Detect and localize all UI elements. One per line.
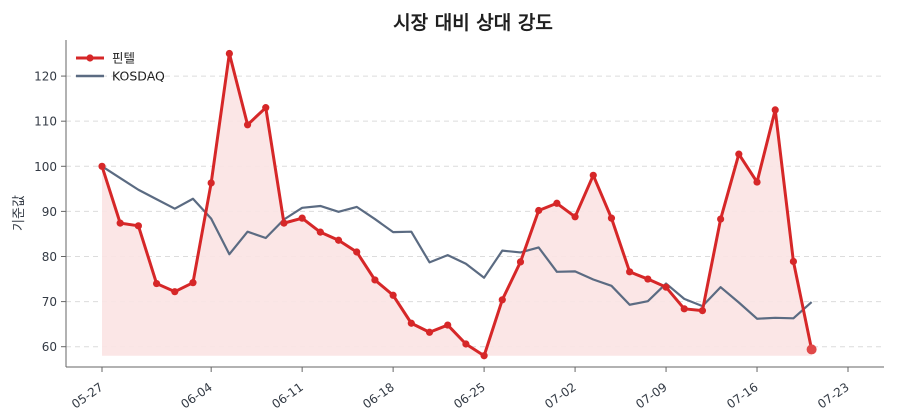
pintel-point-8 xyxy=(243,121,252,129)
pintel-point-32 xyxy=(680,305,688,313)
x-tick-label-07-23: 07-23 xyxy=(815,380,852,411)
x-ticks: 05-27 06-04 06-11 06-18 06-25 07-02 07-09 07-16… xyxy=(69,367,852,411)
legend-label-kosdaq: KOSDAQ xyxy=(112,69,165,84)
pintel-point-21 xyxy=(480,352,488,360)
pintel-point-5 xyxy=(189,279,197,287)
pintel-fill-area xyxy=(102,53,812,356)
legend-marker-pintel xyxy=(86,54,94,62)
pintel-point-23 xyxy=(516,258,525,266)
x-tick-label-07-02: 07-02 xyxy=(542,380,579,411)
pintel-point-33 xyxy=(698,307,707,315)
pintel-point-9 xyxy=(262,104,270,112)
pintel-point-29 xyxy=(626,268,634,276)
pintel-point-11 xyxy=(298,214,306,222)
pintel-point-7 xyxy=(225,49,233,58)
y-tick-label-110: 110 xyxy=(34,115,57,129)
pintel-point-17 xyxy=(407,319,415,327)
pintel-point-28 xyxy=(607,214,616,222)
pintel-point-36 xyxy=(753,178,761,186)
pintel-point-27 xyxy=(589,171,597,179)
pintel-point-13 xyxy=(334,236,343,244)
pintel-point-38 xyxy=(789,257,798,266)
axes xyxy=(65,40,884,368)
y-tick-label-80: 80 xyxy=(42,250,57,264)
pintel-point-30 xyxy=(644,275,652,283)
x-tick-label-06-25: 06-25 xyxy=(451,380,488,411)
pintel-point-10 xyxy=(280,219,288,227)
y-tick-label-120: 120 xyxy=(34,70,57,84)
series-lines xyxy=(98,49,817,360)
pintel-point-37 xyxy=(771,106,779,114)
pintel-point-39 xyxy=(806,344,817,355)
pintel-point-4 xyxy=(171,288,179,296)
y-ticks: 60 70 80 90 100 110 120 xyxy=(34,70,66,354)
legend: 핀텔 KOSDAQ xyxy=(76,51,165,84)
pintel-point-24 xyxy=(535,206,543,215)
x-tick-label-06-11: 06-11 xyxy=(269,380,306,411)
pintel-point-22 xyxy=(498,296,506,304)
series-line-kosdaq xyxy=(101,165,813,320)
pintel-point-31 xyxy=(662,283,670,291)
pintel-point-15 xyxy=(371,276,379,284)
x-tick-label-06-18: 06-18 xyxy=(360,380,397,411)
pintel-point-14 xyxy=(353,248,361,256)
series-fill-area xyxy=(102,53,812,356)
pintel-point-16 xyxy=(389,291,397,299)
pintel-point-25 xyxy=(553,199,561,207)
pintel-point-6 xyxy=(207,179,215,187)
pintel-point-34 xyxy=(717,215,725,223)
y-tick-label-100: 100 xyxy=(34,160,57,174)
pintel-point-12 xyxy=(316,228,324,236)
x-tick-label-07-09: 07-09 xyxy=(633,380,670,411)
pintel-point-0 xyxy=(98,162,106,170)
pintel-point-2 xyxy=(134,222,142,230)
x-tick-label-07-16: 07-16 xyxy=(724,380,761,411)
y-tick-label-70: 70 xyxy=(42,295,57,309)
series-line-pintel xyxy=(100,52,814,358)
pintel-point-20 xyxy=(462,340,470,348)
y-axis-label: 기준값 xyxy=(12,195,27,231)
pintel-point-18 xyxy=(425,328,434,336)
x-tick-label-06-04: 06-04 xyxy=(178,380,215,411)
y-tick-label-90: 90 xyxy=(42,205,57,219)
legend-label-pintel: 핀텔 xyxy=(112,51,135,66)
y-tick-label-60: 60 xyxy=(42,340,57,354)
x-tick-label-05-27: 05-27 xyxy=(69,380,106,411)
pintel-point-35 xyxy=(735,150,743,158)
pintel-point-19 xyxy=(444,321,452,329)
pintel-point-3 xyxy=(152,279,161,288)
chart-title: 시장 대비 상대 강도 xyxy=(393,12,553,34)
pintel-point-26 xyxy=(571,213,579,221)
pintel-point-1 xyxy=(116,219,124,227)
